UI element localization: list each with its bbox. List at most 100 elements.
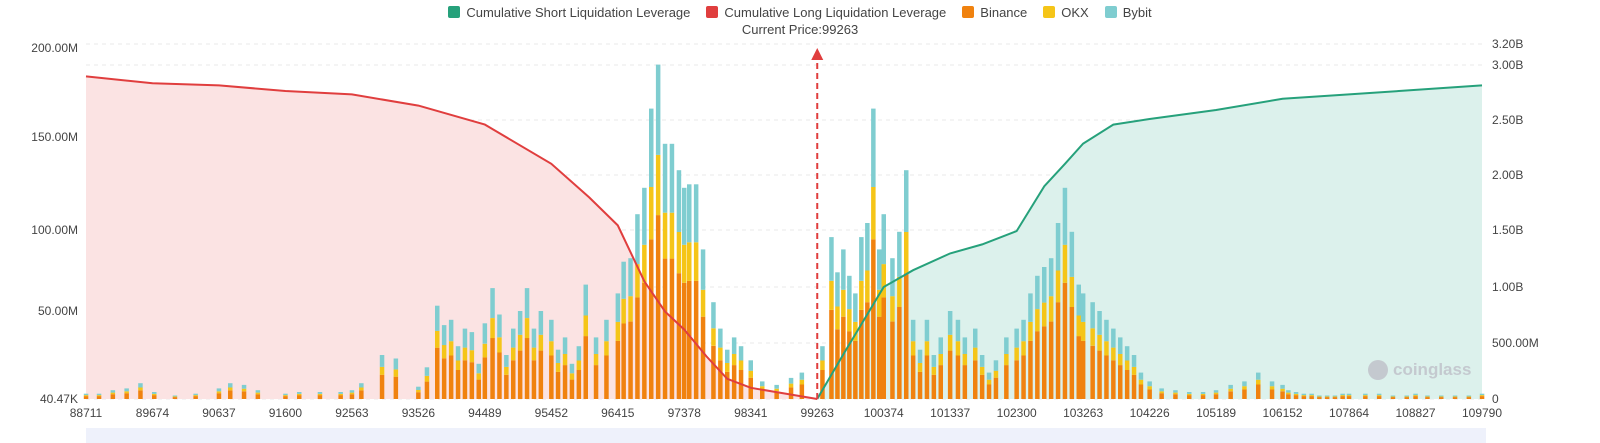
bar-binance	[359, 390, 364, 399]
legend-item-long[interactable]: Cumulative Long Liquidation Leverage	[706, 5, 946, 20]
bar-binance	[859, 309, 864, 399]
bar-bybit	[1104, 319, 1109, 342]
bar-binance	[228, 390, 233, 399]
legend-item-okx[interactable]: OKX	[1043, 5, 1089, 20]
bar-okx	[193, 395, 198, 397]
bar-okx	[1062, 244, 1068, 283]
bar-bybit	[841, 249, 846, 290]
bar-bybit	[1479, 393, 1485, 396]
bar-okx	[904, 232, 909, 274]
bar-okx	[642, 244, 647, 283]
bar-okx	[931, 366, 937, 375]
legend-item-short[interactable]: Cumulative Short Liquidation Leverage	[448, 5, 690, 20]
bar-binance	[593, 365, 599, 399]
bar-okx	[615, 321, 621, 341]
bar-okx	[1118, 354, 1123, 366]
legend-item-binance[interactable]: Binance	[962, 5, 1027, 20]
bar-binance	[904, 273, 909, 399]
bar-bybit	[297, 392, 302, 394]
bar-bybit	[549, 319, 554, 342]
bar-bybit	[1187, 392, 1192, 394]
bar-bybit	[1324, 395, 1330, 397]
bar-okx	[576, 360, 582, 370]
bar-okx	[228, 387, 233, 391]
bar-binance	[1256, 384, 1261, 399]
zoom-slider[interactable]	[86, 428, 1486, 443]
bar-bybit	[349, 390, 355, 393]
bar-binance	[193, 396, 198, 399]
legend-label-bybit: Bybit	[1122, 4, 1152, 20]
bar-binance	[865, 302, 870, 399]
bar-okx	[1301, 395, 1307, 397]
bar-binance	[1187, 395, 1192, 399]
bar-binance	[393, 376, 399, 399]
bar-okx	[1028, 321, 1033, 341]
bar-binance	[693, 280, 699, 399]
left-axis-tick-label: 40.47K	[40, 392, 78, 406]
bar-binance	[83, 396, 89, 399]
bar-okx	[871, 187, 876, 240]
bar-bybit	[711, 302, 716, 329]
bar-binance	[1466, 397, 1472, 399]
bar-binance	[1111, 360, 1116, 399]
bar-okx	[517, 334, 523, 351]
bar-bybit	[881, 214, 886, 265]
bar-okx	[649, 187, 654, 240]
bar-okx	[1035, 309, 1040, 332]
bar-okx	[1256, 379, 1261, 385]
bar-binance	[482, 357, 488, 399]
left-axis-tick-label: 150.00M	[31, 130, 78, 144]
bar-binance	[1479, 396, 1485, 399]
bar-okx	[1293, 393, 1299, 396]
bar-okx	[1159, 391, 1164, 394]
bar-bybit	[441, 325, 447, 346]
bar-bybit	[865, 223, 870, 271]
bar-bybit	[476, 363, 481, 374]
bar-binance	[379, 374, 385, 399]
bar-okx	[317, 393, 323, 396]
bar-bybit	[569, 363, 575, 374]
left-axis-tick-label: 50.00M	[38, 304, 78, 318]
bar-binance	[635, 297, 640, 399]
bar-binance	[448, 355, 454, 399]
bar-bybit	[731, 337, 737, 354]
bar-binance	[1147, 389, 1152, 399]
bar-binance	[847, 331, 852, 399]
bar-bybit	[621, 261, 626, 299]
bar-okx	[1090, 328, 1095, 346]
bar-okx	[504, 366, 509, 375]
bar-okx	[110, 392, 116, 395]
bar-bybit	[1131, 355, 1137, 367]
legend-item-bybit[interactable]: Bybit	[1104, 4, 1152, 20]
bar-bybit	[604, 319, 609, 342]
bar-bybit	[193, 393, 198, 396]
bar-bybit	[725, 349, 730, 363]
bar-okx	[1413, 395, 1418, 397]
bar-okx	[676, 232, 682, 274]
bar-bybit	[1242, 381, 1247, 387]
left-axis-tick-label: 100.00M	[31, 223, 78, 237]
bar-binance	[682, 282, 687, 399]
bar-okx	[1048, 296, 1054, 322]
bar-okx	[424, 375, 430, 382]
current-price-label: Current Price:99263	[741, 22, 859, 37]
bar-binance	[1062, 282, 1068, 399]
bar-bybit	[416, 386, 421, 390]
bar-bybit	[829, 237, 834, 281]
bar-binance	[1104, 355, 1109, 399]
long-cumulative-line	[85, 75, 818, 400]
x-axis-tick-label: 109790	[1462, 406, 1502, 420]
bar-bybit	[138, 383, 143, 388]
bar-binance	[1131, 374, 1137, 399]
bar-okx	[297, 393, 302, 396]
bar-binance	[628, 321, 633, 399]
bar-okx	[917, 363, 923, 372]
bar-bybit	[662, 143, 668, 213]
bar-okx	[1228, 388, 1233, 392]
bar-okx	[897, 276, 902, 307]
bar-bybit	[853, 293, 858, 322]
bar-okx	[562, 354, 568, 366]
bar-okx	[1332, 396, 1338, 397]
bar-bybit	[635, 214, 640, 265]
bar-binance	[1028, 340, 1033, 399]
